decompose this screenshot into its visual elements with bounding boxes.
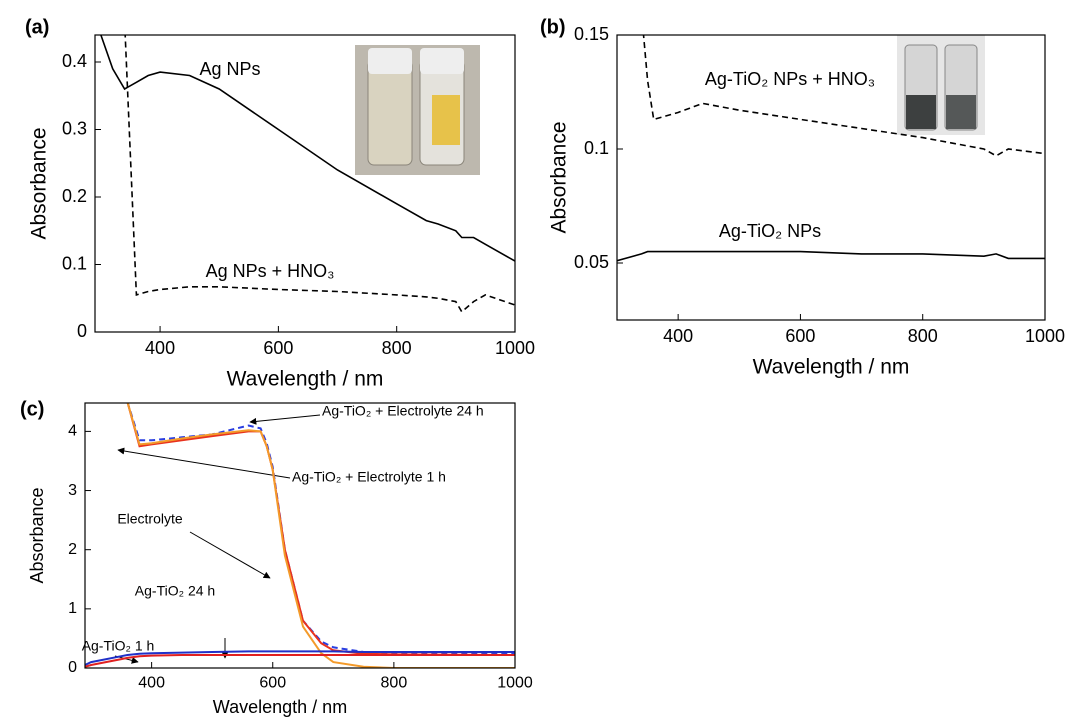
plot-area xyxy=(100,35,515,314)
x-tick-label: 800 xyxy=(908,326,938,346)
x-tick-label: 1000 xyxy=(495,338,535,358)
annotation-arrows xyxy=(114,414,321,664)
photo-inset-a xyxy=(355,45,480,175)
series-line xyxy=(85,654,515,668)
y-tick-label: 0.05 xyxy=(574,252,609,272)
panel-label: (b) xyxy=(540,16,566,38)
x-tick-label: 1000 xyxy=(1025,326,1065,346)
series-label: Ag-TiO₂ NPs + HNO₃ xyxy=(705,69,875,89)
y-tick-label: 0.1 xyxy=(584,138,609,158)
series-line xyxy=(617,250,1045,262)
series-line xyxy=(85,650,515,666)
y-tick-label: 2 xyxy=(68,541,77,558)
y-axis-label: Absorbance xyxy=(548,121,571,233)
series-line xyxy=(126,403,515,656)
panel-label: (a) xyxy=(25,16,49,38)
x-tick-label: 600 xyxy=(785,326,815,346)
plot-area xyxy=(617,35,1045,262)
y-tick-label: 3 xyxy=(68,482,77,499)
y-tick-label: 0.3 xyxy=(62,118,87,138)
y-tick-label: 0 xyxy=(77,321,87,341)
y-tick-label: 0 xyxy=(68,659,77,676)
x-tick-label: 1000 xyxy=(497,674,533,691)
series-label: Ag-TiO₂ + Electrolyte 1 h xyxy=(292,469,446,485)
series-line xyxy=(100,35,515,262)
axes-frame xyxy=(616,34,1046,321)
x-tick-label: 600 xyxy=(259,674,286,691)
y-tick-label: 1 xyxy=(68,600,77,617)
x-tick-label: 400 xyxy=(145,338,175,358)
series-label: Ag-TiO₂ 1 h xyxy=(82,638,155,654)
series-label: Electrolyte xyxy=(117,511,183,527)
y-tick-label: 0.2 xyxy=(62,186,87,206)
series-line xyxy=(126,403,515,668)
x-tick-label: 400 xyxy=(663,326,693,346)
x-axis-label: Wavelength / nm xyxy=(227,368,384,391)
photo-inset-b xyxy=(897,35,985,135)
x-axis-label: Wavelength / nm xyxy=(753,356,910,379)
series-line xyxy=(124,35,515,314)
axes-frame xyxy=(84,402,516,669)
x-tick-label: 800 xyxy=(381,674,408,691)
series-label: Ag NPs xyxy=(199,59,260,79)
y-tick-label: 0.1 xyxy=(62,253,87,273)
series-label: Ag-TiO₂ NPs xyxy=(719,221,821,241)
y-axis-label: Absorbance xyxy=(27,487,47,583)
axes-frame xyxy=(94,34,516,333)
panel-label: (c) xyxy=(20,398,44,420)
y-tick-label: 0.15 xyxy=(574,24,609,44)
x-tick-label: 400 xyxy=(138,674,165,691)
x-tick-label: 800 xyxy=(382,338,412,358)
x-axis-label: Wavelength / nm xyxy=(213,697,347,717)
y-tick-label: 4 xyxy=(68,423,77,440)
x-tick-label: 600 xyxy=(263,338,293,358)
series-label: Ag NPs + HNO₃ xyxy=(206,261,335,281)
y-axis-label: Absorbance xyxy=(28,127,51,239)
series-label: Ag-TiO₂ 24 h xyxy=(135,583,215,599)
y-tick-label: 0.4 xyxy=(62,51,87,71)
plot-area xyxy=(85,403,515,668)
series-label: Ag-TiO₂ + Electrolyte 24 h xyxy=(322,403,484,419)
